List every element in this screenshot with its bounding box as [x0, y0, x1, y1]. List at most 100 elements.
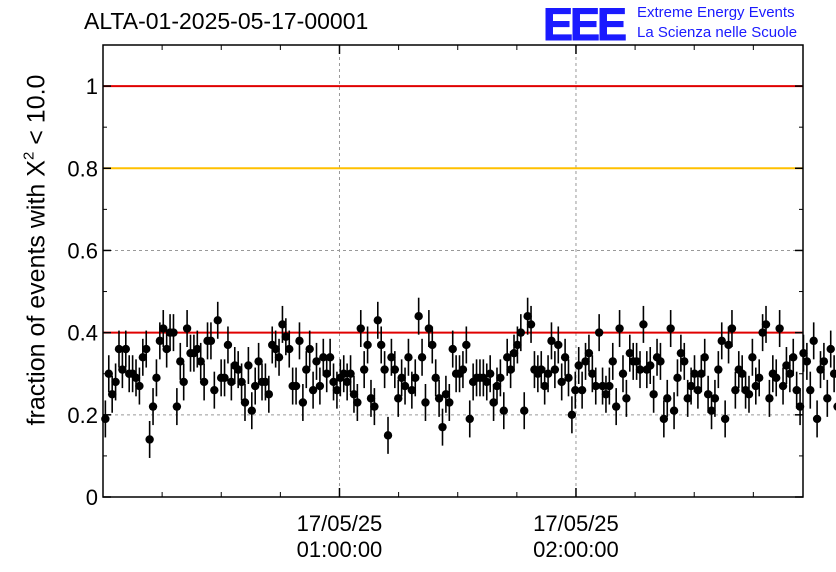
data-point	[829, 369, 836, 378]
data-point	[261, 377, 270, 387]
data-point	[748, 353, 757, 362]
data-point	[693, 385, 703, 395]
data-point	[523, 312, 532, 321]
data-point	[223, 340, 233, 350]
data-point	[537, 365, 546, 374]
data-point	[646, 361, 655, 370]
data-point	[104, 369, 113, 378]
data-point	[765, 394, 774, 403]
data-point	[485, 369, 495, 378]
data-point	[424, 324, 434, 333]
data-point	[172, 402, 182, 411]
data-point	[826, 344, 835, 354]
data-point	[639, 320, 648, 329]
data-point	[411, 373, 420, 383]
data-point	[394, 394, 403, 403]
data-point	[322, 369, 331, 378]
logo-line-2: La Scienza nelle Scuole	[637, 24, 798, 41]
data-point	[584, 348, 594, 358]
data-point	[632, 357, 641, 366]
data-point	[819, 357, 829, 366]
data-point	[349, 390, 359, 399]
data-point	[356, 324, 365, 333]
data-point	[251, 381, 260, 391]
data-point	[206, 336, 216, 346]
data-point	[513, 340, 522, 350]
data-point	[179, 377, 188, 387]
data-point	[213, 316, 222, 325]
data-point	[278, 320, 287, 329]
data-point	[816, 365, 825, 374]
data-point	[761, 320, 771, 329]
data-point	[550, 365, 560, 374]
data-point	[567, 410, 577, 420]
data-point	[315, 381, 325, 391]
data-point	[588, 369, 597, 378]
data-point	[594, 328, 604, 337]
data-point	[281, 332, 291, 341]
data-point	[683, 394, 692, 403]
data-point	[577, 385, 587, 395]
data-point	[353, 398, 362, 407]
data-point	[244, 361, 253, 370]
data-point	[329, 377, 338, 387]
data-point	[492, 381, 502, 391]
data-point	[404, 353, 413, 362]
y-tick-label: 0.4	[67, 321, 98, 346]
data-point	[697, 369, 706, 378]
data-point	[727, 324, 737, 333]
data-point	[782, 361, 791, 370]
data-point	[390, 365, 400, 374]
data-point	[526, 320, 536, 329]
data-point	[724, 340, 733, 350]
data-point	[625, 348, 634, 358]
data-point	[145, 435, 154, 444]
data-point	[312, 357, 321, 366]
data-point	[210, 385, 219, 395]
data-point	[795, 402, 805, 411]
data-point	[291, 381, 301, 391]
data-point	[240, 398, 250, 407]
data-point	[608, 357, 617, 366]
x-tick-label: 17/05/25	[533, 511, 619, 536]
x-tick-label: 01:00:00	[297, 537, 383, 562]
data-point	[114, 344, 124, 354]
chart-title: ALTA-01-2025-05-17-00001	[84, 8, 369, 34]
data-point	[482, 377, 491, 387]
data-point	[308, 385, 318, 395]
data-point	[359, 365, 369, 374]
y-tick-label: 0.8	[67, 156, 98, 181]
plot-frame	[102, 44, 804, 498]
data-point	[489, 398, 498, 407]
data-point	[737, 369, 747, 378]
data-point	[615, 324, 624, 333]
data-point	[656, 357, 665, 366]
data-point	[581, 357, 590, 366]
data-point	[717, 336, 726, 346]
data-point	[772, 373, 781, 383]
data-point	[812, 414, 822, 424]
data-point	[605, 381, 614, 391]
data-point	[441, 390, 451, 399]
data-point	[274, 353, 284, 362]
data-point	[666, 324, 675, 333]
data-point	[377, 340, 386, 350]
data-point	[823, 394, 832, 403]
data-point	[540, 381, 549, 391]
data-point	[152, 373, 161, 383]
data-point	[520, 406, 529, 415]
data-point	[458, 365, 468, 374]
data-point	[400, 381, 410, 391]
data-point	[785, 369, 795, 378]
logo-line-1: Extreme Energy Events	[637, 4, 795, 21]
data-point	[193, 344, 202, 354]
x-tick-label: 02:00:00	[533, 537, 619, 562]
data-point	[370, 402, 379, 411]
data-point	[744, 390, 754, 399]
data-point	[346, 369, 355, 378]
data-point	[755, 373, 764, 383]
data-point	[373, 316, 382, 325]
data-point	[264, 390, 274, 399]
data-point	[564, 373, 573, 383]
